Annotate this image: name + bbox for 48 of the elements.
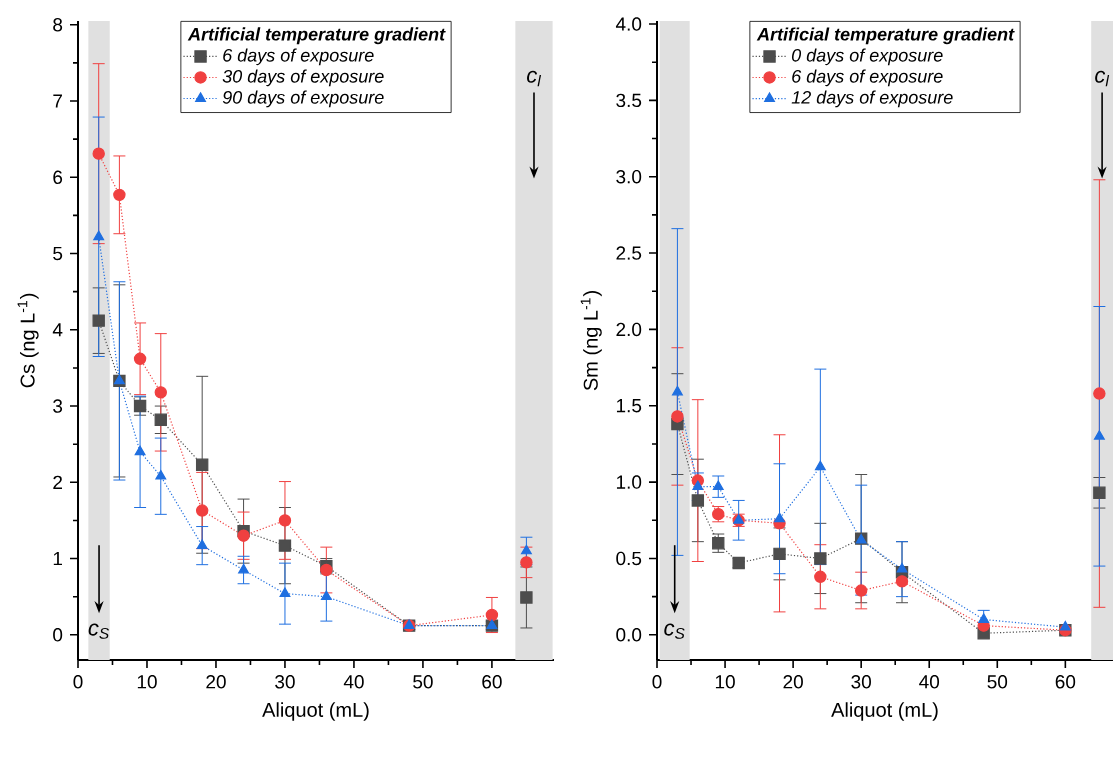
x-tick-label: 40 — [343, 675, 364, 689]
y-tick-label: 3 — [53, 399, 63, 413]
legend-label: 90 days of exposure — [222, 90, 384, 108]
band-label: c$_{l}$ — [527, 70, 542, 87]
x-axis-title: Aliquot (mL) — [262, 702, 369, 721]
y-tick-label: 0 — [53, 628, 63, 642]
y-tick-label: 4.0 — [615, 17, 642, 31]
y-axis-title: Sm (ng L$^{-1}$) — [580, 291, 602, 391]
x-tick-label: 60 — [1055, 675, 1076, 689]
x-tick-label: 60 — [482, 675, 502, 689]
band-label: c$_{S}$ — [88, 623, 110, 639]
y-tick-label: 4 — [52, 323, 63, 337]
y-tick-label: 2.0 — [616, 322, 642, 337]
legend-title: Artificial temperature gradient — [756, 27, 1015, 45]
y-tick-label: 3.0 — [616, 170, 642, 184]
y-tick-label: 6 — [53, 170, 63, 185]
x-tick-label: 50 — [413, 675, 433, 689]
y-tick-label: 7 — [53, 94, 62, 108]
y-tick-label: 5 — [53, 246, 63, 261]
x-tick-label: 0 — [652, 675, 662, 689]
x-tick-label: 10 — [137, 675, 157, 689]
x-tick-label: 20 — [783, 675, 803, 689]
y-tick-label: 2 — [53, 475, 62, 489]
y-tick-label: 1 — [53, 552, 62, 566]
y-tick-label: 1.5 — [616, 399, 642, 413]
y-tick-label: 8 — [53, 18, 63, 32]
y-tick-label: 2.5 — [616, 246, 642, 260]
legend-title: Artificial temperature gradient — [187, 27, 446, 45]
y-tick-label: 1.0 — [616, 475, 642, 489]
y-tick-label: 0.5 — [616, 551, 642, 566]
legend-label: 30 days of exposure — [222, 69, 384, 87]
y-tick-label: 0.0 — [616, 628, 642, 642]
x-tick-label: 30 — [275, 675, 295, 689]
x-tick-label: 20 — [206, 675, 226, 689]
band-label: c$_{S}$ — [664, 623, 685, 639]
x-tick-label: 40 — [919, 675, 940, 689]
x-tick-label: 50 — [987, 675, 1008, 689]
x-tick-label: 0 — [73, 675, 83, 689]
legend-label: 6 days of exposure — [223, 48, 374, 66]
x-tick-label: 30 — [851, 675, 871, 689]
legend-label: 12 days of exposure — [791, 90, 953, 108]
legend-label: 6 days of exposure — [792, 69, 943, 87]
x-axis-title: Aliquot (mL) — [831, 702, 938, 721]
x-tick-label: 10 — [715, 675, 735, 689]
band-label: c$_{l}$ — [1095, 70, 1110, 87]
y-axis-title: Cs (ng L$^{-1}$) — [17, 293, 39, 388]
y-tick-label: 3.5 — [616, 93, 642, 108]
legend-label: 0 days of exposure — [791, 48, 943, 66]
